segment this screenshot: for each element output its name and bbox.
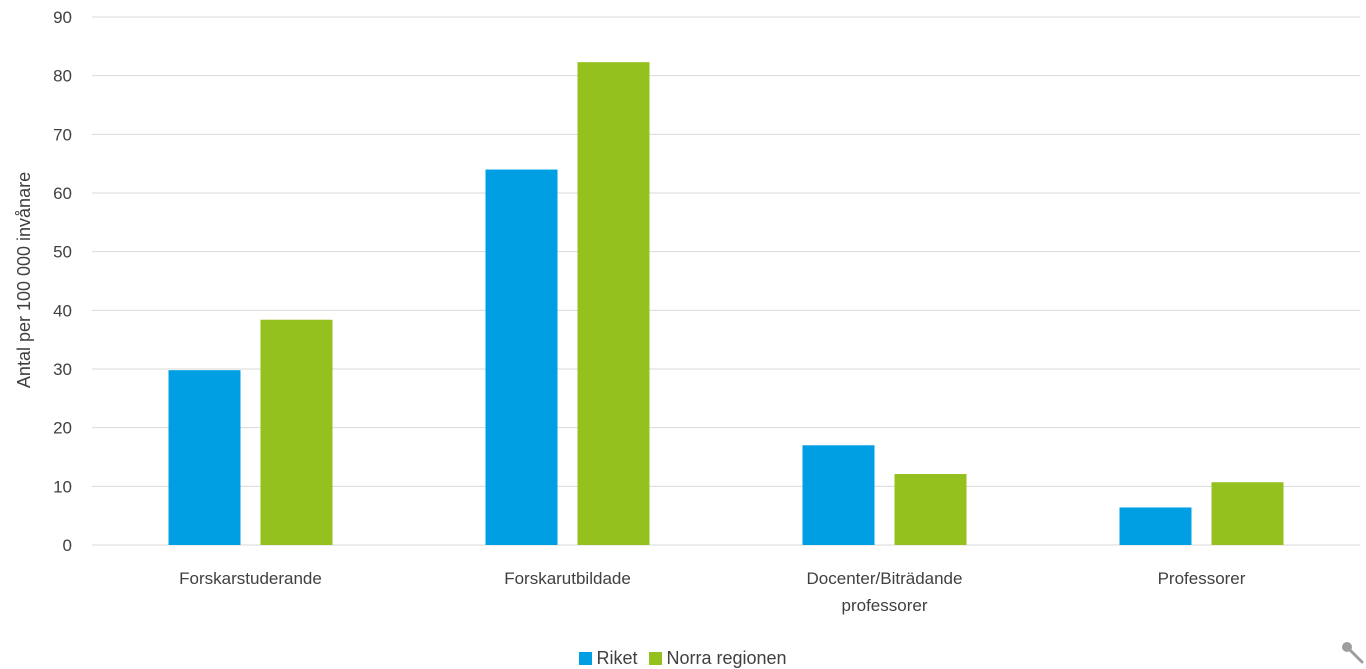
bar-0-2: [802, 445, 875, 545]
y-tick-label: 40: [53, 301, 72, 320]
y-tick-label: 10: [53, 477, 72, 496]
category-label: Forskarutbildade: [504, 569, 631, 588]
category-label: Docenter/Biträdande: [807, 569, 963, 588]
category-label: Professorer: [1158, 569, 1246, 588]
legend-item: Riket: [579, 648, 637, 669]
bar-0-0: [168, 370, 241, 545]
bar-1-3: [1211, 482, 1284, 545]
legend: Riket Norra regionen: [0, 648, 1366, 669]
y-axis-label: Antal per 100 000 invånare: [14, 172, 34, 388]
legend-label: Riket: [596, 648, 638, 668]
bar-1-0: [260, 319, 333, 545]
category-label: professorer: [842, 596, 928, 615]
y-tick-label: 90: [53, 8, 72, 27]
y-tick-label: 80: [53, 67, 72, 86]
y-tick-label: 60: [53, 184, 72, 203]
bars: [168, 62, 1284, 546]
legend-swatch: [649, 652, 663, 665]
y-tick-label: 20: [53, 419, 72, 438]
bar-0-3: [1119, 507, 1192, 545]
legend-label: Norra regionen: [666, 648, 787, 668]
x-axis-categories: Forskarstuderande Forskarutbildade Docente…: [179, 569, 1246, 615]
y-tick-label: 30: [53, 360, 72, 379]
magnifier-icon[interactable]: [1340, 640, 1364, 664]
legend-item: Norra regionen: [649, 648, 787, 669]
bar-0-1: [485, 169, 558, 546]
y-axis-ticks: 0 10 20 30 40 50 60 70 80 90: [53, 8, 72, 555]
legend-swatch: [579, 652, 593, 665]
y-tick-label: 0: [63, 536, 72, 555]
y-tick-label: 50: [53, 243, 72, 262]
bar-1-2: [894, 474, 967, 545]
bar-1-1: [577, 62, 650, 545]
y-tick-label: 70: [53, 125, 72, 144]
category-label: Forskarstuderande: [179, 569, 322, 588]
